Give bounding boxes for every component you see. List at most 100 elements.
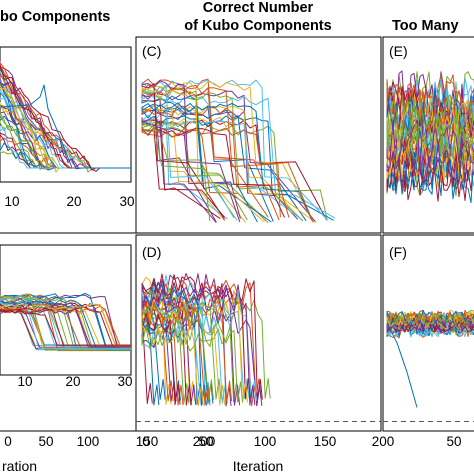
panel-b-top-run-line	[0, 103, 131, 169]
panel-c-run-line	[141, 87, 265, 223]
panel-c-run-line	[141, 79, 329, 221]
panel-c-run-line	[141, 127, 314, 223]
panel-b-top-run-line	[0, 64, 131, 169]
panel-b-bottom-run-line	[0, 299, 131, 351]
panel-d-xtick-150: 150	[314, 434, 337, 449]
panel-e-run-line	[386, 101, 474, 151]
bottom-left-xtick-100: 100	[77, 434, 100, 449]
panel-c-run-line	[141, 105, 290, 218]
title-left: bo Components	[0, 9, 110, 25]
panel-d-run-line	[141, 301, 211, 406]
panel-d-xtick-50: 50	[198, 434, 213, 449]
panel-b-top-series	[0, 61, 131, 173]
panel-b-top-run-line	[0, 63, 131, 169]
panel-c-run-line	[141, 102, 313, 221]
panel-e-frame	[382, 36, 474, 234]
panel-b-top-run-line	[0, 87, 131, 169]
panel-d-run-line	[141, 320, 204, 407]
inset-top-xtick-10: 10	[4, 194, 19, 209]
panel-e-run-line	[386, 81, 474, 134]
panel-f-run-line	[386, 309, 474, 327]
panel-b-bottom-run-line	[0, 300, 131, 348]
panel-c-run-line	[141, 118, 217, 223]
panel-c-run-line	[141, 95, 336, 219]
panel-c-run-line	[141, 109, 316, 222]
panel-b-top-run-line	[0, 92, 131, 169]
panel-b-bottom-run-line	[0, 296, 131, 349]
panel-c-run-line	[141, 124, 328, 219]
inset-bottom-xtick-20: 20	[65, 374, 80, 389]
panel-c-run-line	[141, 90, 299, 220]
panel-b-bottom-run-line	[0, 299, 131, 350]
panel-b-bottom-run-line	[0, 302, 131, 348]
panel-c-run-line	[141, 83, 225, 220]
panel-e-series	[386, 70, 474, 204]
panel-c-run-line	[141, 123, 211, 221]
panel-e-run-line	[386, 137, 474, 190]
panel-d-run-line	[141, 283, 241, 406]
bottom-left-xtick-50: 50	[38, 434, 53, 449]
panel-f-run-line	[386, 316, 474, 333]
bottom-left-xtick-0: 0	[4, 434, 12, 449]
panel-d-run-line	[141, 322, 244, 403]
panel-b-bottom-run-line	[0, 295, 131, 350]
bottom-left-xlabel: ration	[2, 458, 37, 474]
inset-top-xtick-30: 30	[119, 194, 134, 209]
panel-b-top-spike-line	[0, 84, 131, 169]
panel-f-frame	[382, 234, 474, 432]
panel-e-run-line	[386, 118, 474, 173]
panel-b-bottom-run-line	[0, 309, 131, 346]
panel-b-bottom-run-line	[0, 307, 131, 348]
panel-b-bottom-run-line	[0, 292, 131, 349]
panel-b-top-run-line	[0, 65, 131, 171]
bottom-middle-xlabel: Iteration	[233, 458, 284, 474]
inset-bottom-xtick-30: 30	[117, 374, 132, 389]
panel-b-bottom-run-line	[0, 308, 131, 348]
panel-f-xtick-50: 50	[446, 434, 461, 449]
panel-c-run-line	[141, 98, 221, 219]
panel-d-xtick-100: 100	[254, 434, 277, 449]
panel-label-f: (F)	[389, 244, 407, 260]
title-right: Too Many	[392, 18, 459, 34]
panel-f-series	[383, 309, 474, 422]
panel-d-xtick-0: 0	[142, 434, 150, 449]
panel-c-series	[141, 78, 336, 224]
title-middle-line2: of Kubo Components	[184, 18, 331, 34]
panel-b-bottom-series	[0, 292, 131, 352]
panel-f-outlier-line	[386, 322, 418, 408]
panel-c-run-line	[141, 80, 312, 219]
panel-c-run-line	[141, 84, 238, 221]
panel-c-run-line	[141, 104, 317, 224]
panel-label-c: (C)	[142, 43, 161, 59]
bottom-left-xtick-150: 150	[136, 434, 159, 449]
panel-c-frame	[135, 36, 382, 234]
inset-top-xtick-20: 20	[66, 194, 81, 209]
title-middle-line1: Correct Number	[203, 0, 314, 16]
panel-d-frame	[135, 234, 382, 432]
panel-d-run-line	[141, 284, 256, 406]
panel-c-run-line	[141, 95, 272, 223]
panel-b-top-run-line	[0, 112, 131, 170]
panel-d-xtick-200: 200	[372, 434, 395, 449]
panel-b-top-run-line	[0, 125, 131, 169]
panel-b-top-run-line	[0, 111, 131, 169]
panel-b-bottom-inset-frame	[0, 244, 132, 376]
panel-b-top-run-line	[0, 134, 131, 169]
panel-d-series	[136, 272, 381, 422]
panel-f-run-line	[386, 312, 474, 330]
panel-c-run-line	[141, 122, 241, 219]
inset-bottom-xtick-10: 10	[17, 374, 32, 389]
panel-b-top-inset-frame	[0, 46, 132, 183]
panel-label-e: (E)	[389, 43, 408, 59]
panel-label-d: (D)	[142, 244, 161, 260]
panel-e-run-line	[386, 70, 474, 126]
panel-c-run-line	[141, 112, 228, 220]
panel-e-run-line	[386, 94, 474, 149]
panel-c-run-line	[141, 89, 304, 222]
panel-e-run-line	[386, 82, 474, 137]
bottom-left-xtick-200: 200	[193, 434, 216, 449]
panel-c-run-line	[141, 80, 241, 223]
panel-d-run-line	[141, 313, 181, 406]
panel-frames	[0, 36, 474, 432]
